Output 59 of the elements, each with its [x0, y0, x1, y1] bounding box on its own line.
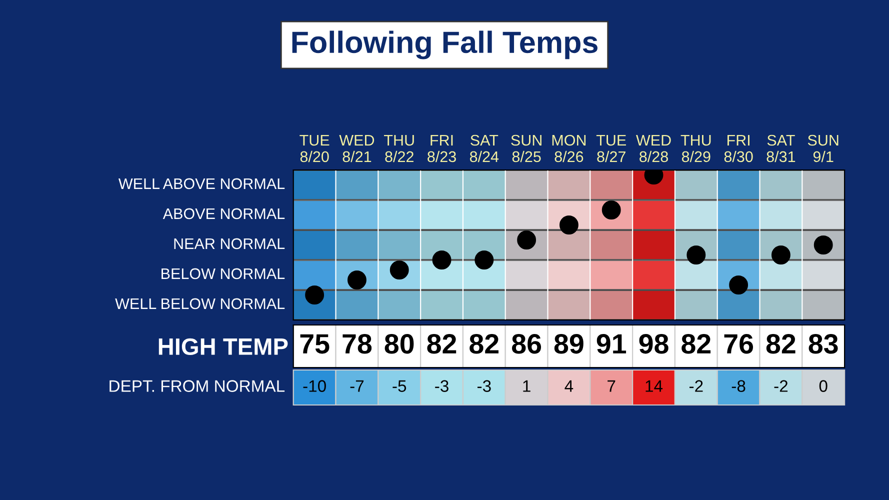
data-label: 82 — [682, 334, 710, 354]
point — [686, 246, 706, 264]
x-tick-label: SUN 8/25 — [511, 134, 542, 162]
x-tick-label: SUN 9/1 — [808, 134, 838, 162]
point — [474, 250, 494, 270]
data-label: 4 — [564, 380, 574, 392]
x-tick-label: SAT 8/31 — [766, 134, 796, 162]
x-tick-label: THU 8/29 — [680, 135, 711, 162]
x-tick-label: TUE 8/27 — [596, 135, 626, 162]
x-tick-label: SAT 8/24 — [470, 134, 499, 162]
x-tick-label: WED 8/28 — [636, 135, 671, 162]
point — [432, 250, 452, 270]
x-tick-label: WED 8/21 — [339, 135, 374, 162]
point — [602, 200, 621, 220]
data-label: 7 — [608, 380, 616, 392]
data-label: 82 — [766, 334, 796, 354]
point — [729, 276, 748, 294]
point — [559, 216, 578, 234]
data-label: 91 — [596, 334, 626, 354]
band-label: BELOW NORMAL — [162, 268, 285, 280]
band-label: ABOVE NORMAL — [162, 208, 285, 220]
data-label: -3 — [435, 380, 448, 392]
x-tick-label: FRI 8/30 — [724, 135, 753, 162]
data-label: -10 — [303, 380, 326, 392]
band-label: WELL ABOVE NORMAL — [118, 178, 285, 190]
data-label: -8 — [732, 380, 746, 392]
band-label: WELL BELOW NORMAL — [115, 298, 285, 310]
data-label: 86 — [512, 334, 542, 354]
data-label: 98 — [639, 334, 668, 354]
point — [771, 246, 790, 264]
data-label: -3 — [477, 380, 491, 392]
point — [390, 260, 409, 280]
chart-title: Following Fall Temps — [292, 30, 598, 60]
data-label: 1 — [523, 380, 530, 392]
point — [814, 236, 833, 254]
data-label: 78 — [342, 334, 372, 354]
band-label: NEAR NORMAL — [174, 238, 285, 250]
data-label: 82 — [470, 334, 498, 354]
data-label: 14 — [646, 380, 663, 392]
data-label: 75 — [300, 334, 330, 354]
point — [517, 230, 536, 250]
data-label: 83 — [808, 334, 838, 354]
data-label: 0 — [819, 380, 828, 392]
x-tick-label: THU 8/22 — [384, 135, 414, 162]
text: DEPT. FROM NORMAL — [110, 380, 285, 392]
data-label: 89 — [554, 334, 584, 354]
x-tick-label: TUE 8/20 — [300, 135, 330, 162]
x-tick-label: MON 8/26 — [552, 134, 586, 162]
data-label: -7 — [350, 380, 364, 392]
point — [305, 286, 324, 304]
point — [347, 270, 366, 290]
data-label: -5 — [392, 380, 406, 392]
data-label: -2 — [689, 380, 703, 392]
x-tick-label: FRI 8/23 — [428, 135, 456, 162]
data-label: 76 — [724, 334, 753, 354]
data-label: -2 — [774, 380, 788, 392]
data-label: 80 — [384, 334, 414, 354]
data-label: 82 — [427, 334, 456, 354]
y-tick-label: HIGH TEMP — [158, 338, 288, 356]
